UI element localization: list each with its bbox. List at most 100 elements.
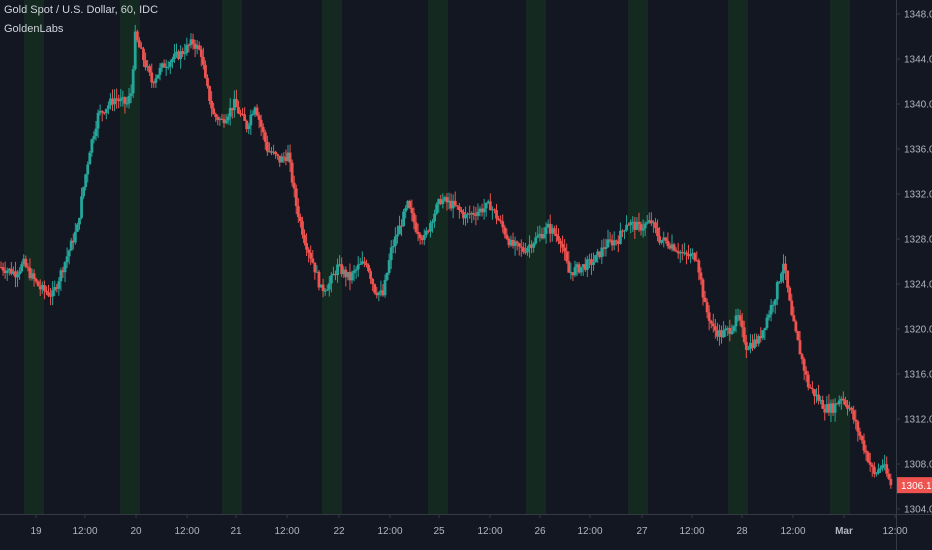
- candle-body: [181, 51, 185, 54]
- candle-body: [470, 213, 474, 215]
- candle-body: [680, 251, 684, 254]
- candle-body: [746, 348, 750, 350]
- candle-body: [588, 259, 591, 261]
- candle-body: [563, 247, 567, 252]
- candle-body: [208, 86, 211, 101]
- candle-body: [334, 273, 337, 276]
- candle-body: [478, 208, 482, 212]
- candle-body: [296, 206, 300, 218]
- candle-body: [771, 304, 775, 306]
- candle-body: [629, 222, 633, 226]
- candle-body: [375, 292, 379, 296]
- candle-body: [740, 320, 744, 328]
- candle-body: [383, 279, 387, 296]
- session-band: [428, 0, 448, 514]
- candle-body: [751, 342, 754, 348]
- candle-body: [49, 295, 52, 297]
- candle-body: [185, 44, 189, 54]
- candle-body: [352, 270, 356, 273]
- candle-body: [730, 330, 734, 334]
- candle-body: [678, 251, 682, 254]
- candle-body: [251, 113, 255, 115]
- candle-body: [377, 292, 381, 296]
- candle-body: [385, 272, 389, 280]
- candle-body: [348, 271, 352, 281]
- candle-body: [585, 259, 589, 270]
- candle-body: [724, 328, 728, 331]
- candle-body: [823, 408, 827, 413]
- session-band: [120, 0, 140, 514]
- candle-body: [113, 98, 116, 105]
- candle-body: [142, 48, 145, 61]
- candle-body: [598, 251, 602, 258]
- session-band: [322, 0, 342, 514]
- candle-body: [360, 261, 364, 264]
- candle-body: [670, 244, 674, 249]
- candle-body: [117, 99, 121, 102]
- candle-body: [30, 273, 34, 279]
- candle-body: [292, 182, 296, 189]
- candle-body: [393, 236, 397, 247]
- candle-body: [854, 419, 858, 422]
- candle-body: [643, 223, 647, 229]
- candle-body: [123, 97, 127, 104]
- candle-body: [521, 247, 525, 252]
- candle-body: [226, 116, 230, 121]
- candle-body: [340, 264, 344, 275]
- candle-body: [18, 271, 22, 275]
- candle-body: [154, 78, 158, 83]
- candle-body: [796, 331, 800, 341]
- candle-body: [317, 271, 321, 288]
- candle-body: [32, 273, 36, 280]
- candle-body: [45, 290, 48, 293]
- candle-body: [288, 152, 292, 163]
- candle-body: [9, 268, 13, 274]
- candle-body: [472, 213, 476, 215]
- candle-body: [672, 244, 676, 251]
- candle-body: [534, 237, 538, 244]
- candle-body: [827, 404, 831, 413]
- candle-body: [247, 125, 251, 130]
- candle-body: [42, 285, 46, 291]
- candle-body: [135, 31, 139, 41]
- x-tick-label: 12:00: [577, 526, 602, 537]
- candle-body: [133, 31, 137, 70]
- candle-body: [546, 223, 550, 228]
- candle-body: [420, 238, 424, 241]
- candle-body: [701, 279, 705, 298]
- candle-body: [488, 201, 492, 211]
- candle-body: [197, 45, 201, 50]
- candle-body: [608, 239, 612, 241]
- candle-body: [94, 128, 98, 137]
- y-tick-label: 1312.00: [904, 415, 932, 426]
- candle-body: [106, 105, 110, 109]
- candle-body: [639, 224, 643, 231]
- candle-body: [187, 44, 191, 46]
- candle-body: [697, 260, 701, 273]
- candle-body: [150, 72, 154, 83]
- candle-body: [239, 113, 242, 115]
- candle-body: [119, 98, 123, 102]
- candle-body: [270, 151, 273, 153]
- candle-body: [524, 251, 527, 253]
- x-tick-label: 28: [736, 526, 748, 537]
- candle-body: [559, 240, 562, 244]
- candle-body: [424, 230, 428, 235]
- candle-body: [654, 222, 657, 228]
- candle-body: [610, 240, 614, 246]
- y-tick-label: 1304.00: [904, 505, 932, 516]
- candle-body: [495, 210, 498, 219]
- candle-body: [286, 152, 290, 161]
- candle-body: [210, 100, 214, 109]
- candle-body: [466, 213, 470, 215]
- candle-body: [80, 196, 83, 218]
- candle-body: [530, 244, 534, 248]
- session-band: [222, 0, 242, 514]
- candle-body: [542, 233, 546, 239]
- candle-body: [645, 222, 649, 224]
- candle-body: [691, 253, 695, 255]
- candle-body: [63, 262, 67, 273]
- candle-body: [243, 114, 247, 121]
